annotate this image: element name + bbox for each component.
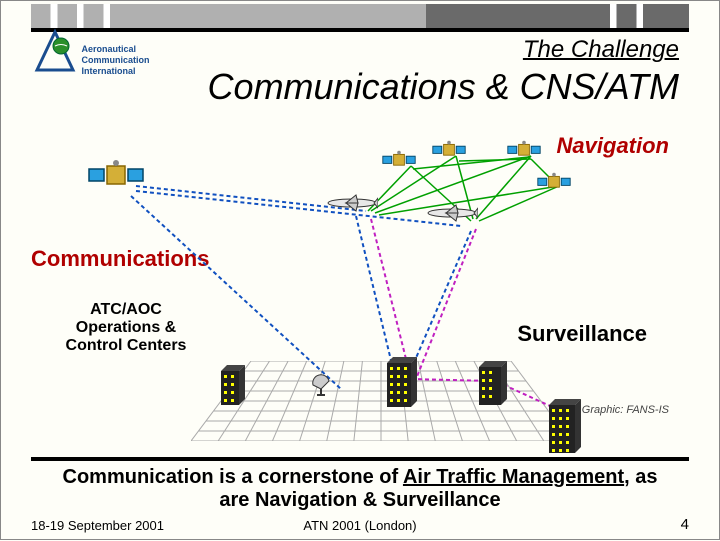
logo-line2: Communication xyxy=(82,55,150,65)
atc-label: ATC/AOC Operations & Control Centers xyxy=(56,301,196,355)
building-icon xyxy=(479,361,509,412)
footer-center: ATN 2001 (London) xyxy=(303,518,416,533)
logo-line1: Aeronautical xyxy=(82,44,137,54)
logo: Aeronautical Communication International xyxy=(31,26,181,77)
satellite-icon xyxy=(381,149,417,176)
satellite-icon xyxy=(506,139,542,166)
surveillance-label: Surveillance xyxy=(517,321,647,347)
graphic-credit: Graphic: FANS-IS xyxy=(582,404,669,416)
aircraft-icon xyxy=(326,193,378,218)
building-icon xyxy=(387,357,419,414)
conclusion-text: Communication is a cornerstone of Air Tr… xyxy=(1,466,719,512)
footer-date: 18-19 September 2001 xyxy=(31,518,164,533)
ground-dish-icon xyxy=(309,371,335,402)
logo-line3: International xyxy=(82,66,136,76)
satellite-icon xyxy=(86,157,146,198)
bottom-divider xyxy=(31,457,689,461)
building-icon xyxy=(549,399,583,460)
satellite-icon xyxy=(431,139,467,166)
satellite-icon xyxy=(536,171,572,198)
page-title: Communications & CNS/ATM xyxy=(208,66,679,108)
aircraft-icon xyxy=(426,203,478,228)
navigation-label: Navigation xyxy=(557,133,669,159)
communications-label: Communications xyxy=(31,246,209,272)
overline: The Challenge xyxy=(523,36,679,64)
aci-logo-icon xyxy=(31,26,79,74)
building-icon xyxy=(221,365,247,412)
footer-page-number: 4 xyxy=(681,516,689,533)
ground-grid xyxy=(191,361,571,441)
